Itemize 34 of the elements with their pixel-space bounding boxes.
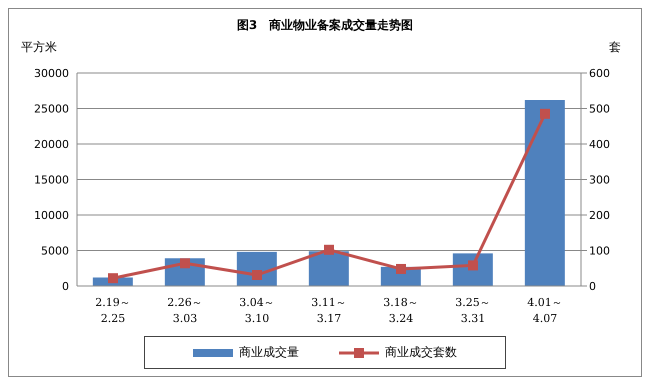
y2-tick-label: 600: [589, 66, 610, 80]
y-tick-label: 15000: [34, 173, 69, 186]
y-tick-label: 5000: [41, 244, 69, 258]
legend-label: 商业成交套数: [384, 344, 457, 361]
point: [540, 108, 550, 119]
x-tick-label: 2.26～3.03: [167, 296, 203, 325]
point: [252, 270, 262, 280]
point: [324, 244, 334, 255]
x-tick-label: 3.11～3.17: [311, 296, 347, 325]
x-tick-label: 3.25～3.31: [455, 296, 491, 325]
y2-tick-label: 300: [589, 173, 610, 186]
y-axis-title: 平方米: [21, 39, 57, 56]
x-tick-label: 2.19～2.25: [95, 296, 131, 325]
y-tick-label: 25000: [34, 102, 69, 116]
point: [180, 258, 190, 268]
x-tick-label: 3.04～3.10: [239, 296, 275, 325]
point: [108, 273, 118, 284]
x-tick-label: 4.01～4.07: [527, 296, 563, 325]
y-tick-label: 20000: [34, 138, 69, 151]
y2-tick-label: 0: [589, 280, 596, 293]
chart-title: 图3 商业物业备案成交量走势图: [236, 17, 414, 34]
point: [396, 264, 406, 274]
y2-tick-label: 500: [589, 102, 610, 116]
y2-tick-label: 100: [589, 244, 610, 258]
legend-label: 商业成交量: [238, 344, 299, 361]
y2-axis-title: 套: [609, 39, 621, 56]
y2-tick-label: 400: [589, 138, 610, 151]
y-tick-label: 0: [62, 280, 69, 293]
bar: [524, 100, 565, 286]
y2-tick-label: 200: [589, 208, 610, 222]
x-tick-label: 3.18～3.24: [383, 296, 419, 325]
y-tick-label: 10000: [34, 208, 69, 222]
y-tick-label: 30000: [34, 66, 69, 80]
bar: [308, 251, 349, 286]
